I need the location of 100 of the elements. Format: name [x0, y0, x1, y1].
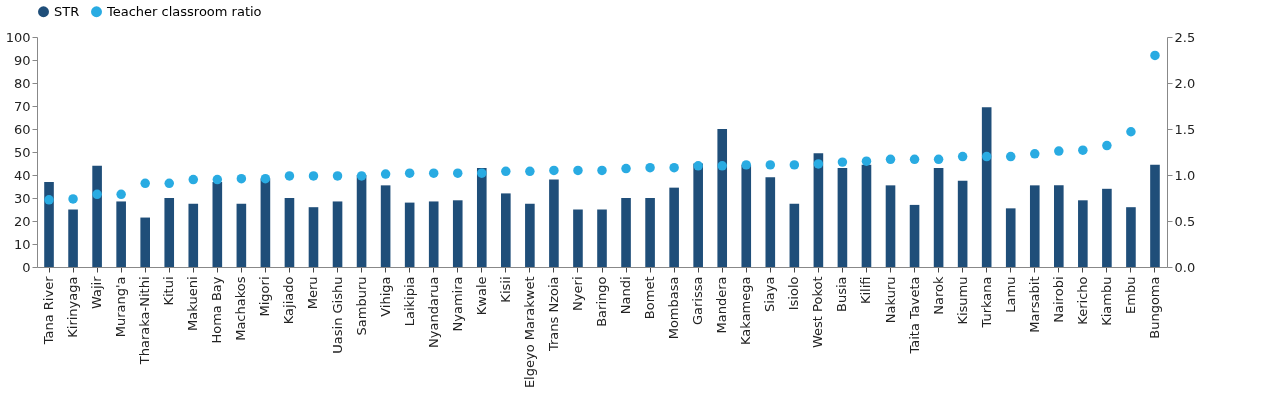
point: [549, 165, 559, 176]
bar: [573, 209, 583, 267]
point: [1030, 149, 1040, 159]
x-tick-label: Meru: [305, 276, 321, 310]
point: [92, 189, 102, 200]
x-tick-label: Busia: [834, 276, 850, 313]
point: [645, 162, 655, 173]
x-tick-label: Kirinyaga: [65, 276, 81, 338]
bar: [380, 185, 391, 267]
point: [1150, 50, 1160, 61]
bar: [140, 217, 150, 267]
bar: [476, 168, 487, 267]
x-tick-label: Nyeri: [569, 276, 585, 311]
point: [140, 178, 150, 189]
x-tick-label: Embu: [1122, 276, 1138, 314]
bar: [308, 207, 319, 267]
point: [669, 162, 679, 173]
legend-label: STR: [54, 3, 80, 19]
y-tick-label: 60: [13, 121, 31, 137]
point: [68, 194, 78, 204]
x-tick-label: Nairobi: [1050, 276, 1066, 323]
y2-tick-label: 1.0: [1174, 167, 1196, 183]
bar: [957, 180, 968, 267]
x-tick-label: Taita Taveta: [906, 276, 922, 355]
point: [164, 178, 174, 189]
point: [813, 159, 824, 169]
bar: [789, 203, 800, 267]
bar: [92, 165, 102, 267]
bar: [645, 198, 655, 267]
x-tick-label: Kisumu: [954, 276, 970, 325]
point: [717, 161, 727, 171]
y2-tick-label: 1.5: [1174, 121, 1196, 137]
x-tick-label: Mombasa: [666, 276, 682, 340]
bar: [1126, 207, 1136, 267]
x-tick-label: Isiolo: [786, 276, 802, 311]
x-tick-label: Kitui: [161, 276, 177, 306]
bar: [813, 153, 824, 267]
y-tick-label: 90: [13, 52, 31, 68]
point: [933, 154, 944, 165]
x-tick-label: Nakuru: [882, 276, 898, 324]
bar: [621, 198, 631, 267]
x-tick-label: Machakos: [233, 276, 249, 341]
bar: [501, 193, 511, 267]
x-tick-label: Murang'a: [113, 276, 129, 338]
y-tick-label: 40: [13, 167, 31, 183]
x-tick-label: Siaya: [762, 276, 778, 312]
y-tick-label: 50: [13, 144, 31, 160]
point: [404, 168, 415, 178]
point: [981, 151, 992, 162]
bar: [332, 201, 343, 267]
point: [260, 173, 271, 184]
point: [1102, 140, 1112, 151]
point: [44, 195, 54, 205]
x-tick-label: Kisii: [497, 276, 513, 303]
point: [428, 168, 439, 178]
x-tick-label: Makueni: [185, 276, 201, 331]
point: [284, 171, 295, 181]
x-tick-label: Kericho: [1074, 276, 1090, 325]
bar: [68, 209, 78, 267]
point: [885, 154, 896, 165]
x-tick-label: Kilifi: [858, 276, 874, 305]
point: [765, 160, 776, 170]
x-tick-label: Wajir: [89, 275, 105, 310]
x-tick-label: Kiambu: [1098, 276, 1114, 326]
x-tick-label: Mandera: [714, 276, 730, 334]
point: [308, 171, 319, 181]
x-tick-label: Migori: [257, 276, 273, 317]
x-tick-label: Narok: [930, 276, 946, 315]
point: [837, 157, 848, 167]
x-tick-label: Elgeyo Marakwet: [521, 276, 537, 389]
bar: [164, 198, 175, 267]
y2-tick-label: 2.0: [1174, 75, 1196, 91]
bar: [284, 198, 295, 267]
point: [1005, 151, 1016, 162]
bar: [212, 181, 223, 267]
y-tick-label: 20: [13, 213, 31, 229]
x-tick-label: Vihiga: [377, 276, 393, 317]
point: [693, 161, 703, 171]
legend-label: Teacher classroom ratio: [106, 3, 262, 19]
point: [789, 160, 800, 170]
x-tick-label: Lamu: [1002, 276, 1018, 313]
bar: [765, 177, 776, 267]
bar: [549, 179, 559, 267]
x-tick-label: Trans Nzoia: [545, 276, 561, 353]
x-tick-label: Tana River: [41, 275, 57, 346]
x-tick-label: Nandi: [618, 276, 634, 315]
point: [477, 168, 487, 178]
point: [909, 154, 920, 165]
bar: [1150, 164, 1160, 267]
y-tick-label: 0: [22, 259, 31, 275]
point: [597, 165, 607, 176]
y-tick-label: 10: [13, 236, 31, 252]
bar: [933, 168, 944, 267]
point: [1126, 127, 1136, 137]
x-tick-label: Baringo: [594, 276, 609, 327]
x-tick-label: Uasin Gishu: [329, 276, 345, 354]
point: [332, 171, 343, 181]
x-tick-label: Nyandarua: [425, 276, 441, 348]
bar: [525, 203, 535, 267]
point: [573, 165, 583, 176]
